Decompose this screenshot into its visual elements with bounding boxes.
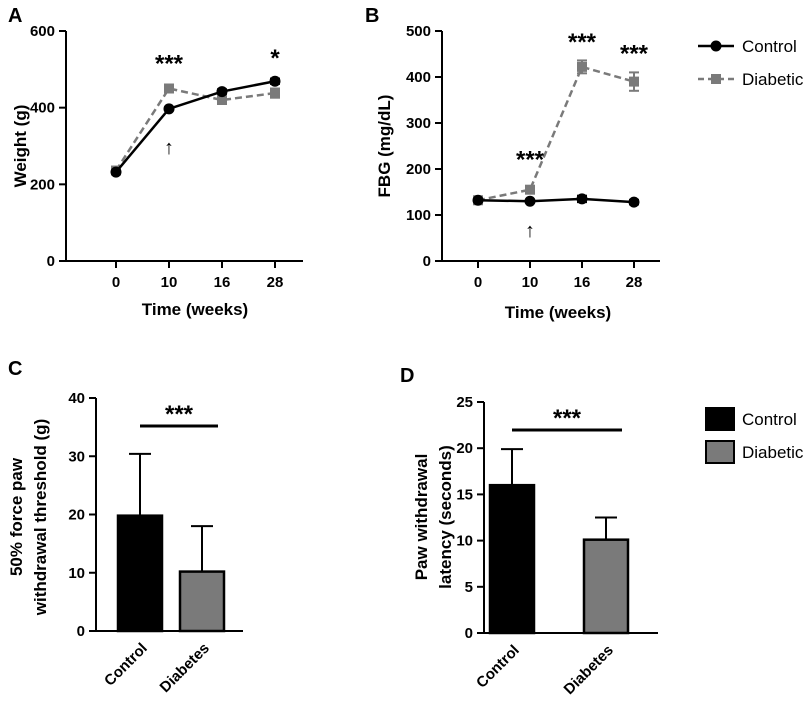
x-tick-label: 0 [474,274,482,291]
significance-marker: * [270,45,280,72]
x-axis-title: Time (weeks) [505,303,611,322]
y-tick-label: 0 [77,623,85,640]
control-data-point [216,86,228,98]
legend-diabetic-bar-label: Diabetic [742,443,804,462]
y-axis-title: Weight (g) [11,105,30,188]
y-axis-title-line: Paw withdrawal [412,454,431,581]
x-tick-label: 10 [161,274,178,291]
x-tick-label: 16 [214,274,231,291]
x-tick-label: 0 [112,274,120,291]
control-data-point [524,195,536,207]
legend-control-marker [710,40,722,52]
legend-diabetic-swatch [705,440,735,464]
control-data-point [576,193,588,205]
y-tick-label: 100 [406,207,431,224]
y-tick-label: 10 [456,533,473,550]
arrow-marker: ↑ [525,220,535,242]
y-tick-label: 25 [456,394,473,411]
legend-diabetic-marker [711,74,721,84]
control-series-line [477,197,635,204]
control-data-point [163,103,175,115]
panel-letter: D [400,365,414,387]
y-tick-label: 5 [465,579,473,596]
significance-marker: *** [516,147,545,174]
panel-weight-chart: A 0 200 400 600 Weight (g) 0 10 16 28 Time (weeks)… [8,5,303,319]
y-tick-label: 500 [406,23,431,40]
legend-control-swatch [705,407,735,431]
panel-threshold-chart: C 0 10 20 30 40 50% force paw withdrawal thresh… [7,358,243,696]
arrow-marker: ↑ [164,137,174,159]
panel-letter: B [365,5,379,27]
y-axis-title-line: withdrawal threshold (g) [31,419,50,616]
diabetic-data-point [164,83,174,94]
control-data-point [110,166,122,178]
y-axis-title-line: 50% force paw [7,457,26,576]
y-tick-label: 10 [68,565,85,582]
significance-marker: *** [568,29,597,56]
legend-diabetic-label: Diabetic [742,70,804,89]
y-axis-title: FBG (mg/dL) [375,95,394,198]
y-tick-label: 20 [68,507,85,524]
x-tick-label: Diabetes [561,642,617,698]
y-tick-label: 40 [68,390,85,407]
control-data-point [269,75,281,87]
y-tick-label: 400 [406,69,431,86]
y-tick-label: 0 [423,253,431,270]
x-tick-label: 28 [626,274,643,291]
control-series-line [115,79,276,173]
control-data-point [628,196,640,208]
legend-control-label: Control [742,37,797,56]
y-tick-label: 0 [465,625,473,642]
diabetes-bar [582,538,630,635]
bar-legend: Control Diabetic [705,407,804,464]
y-tick-label: 600 [30,23,55,40]
y-tick-label: 15 [456,486,473,503]
significance-marker: *** [165,401,194,428]
significance-marker: *** [553,405,582,432]
y-tick-label: 400 [30,100,55,117]
y-tick-label: 30 [68,448,85,465]
line-legend: Control Diabetic [698,37,804,89]
diabetic-data-point [525,184,535,195]
y-axis-title-line: latency (seconds) [436,445,455,589]
control-bar [116,514,164,633]
diabetic-series-line [114,87,276,172]
significance-marker: *** [620,41,649,68]
x-tick-label: Diabetes [157,640,213,696]
diabetic-data-point [217,95,227,105]
panel-fbg-chart: B 0 100 200 300 400 500 FBG (mg/dL) 0 10 16 28 Time … [365,5,660,322]
diabetic-data-point [270,88,280,99]
diabetic-data-point [577,61,587,72]
y-tick-label: 300 [406,115,431,132]
y-tick-label: 200 [30,176,55,193]
x-tick-label: 10 [522,274,539,291]
control-data-point [472,194,484,206]
x-tick-label: 28 [267,274,284,291]
legend-control-bar-label: Control [742,410,797,429]
x-tick-label: Control [101,640,151,690]
diabetes-bar [178,570,226,633]
x-axis-title: Time (weeks) [142,300,248,319]
y-tick-label: 20 [456,440,473,457]
x-tick-label: Control [473,642,523,692]
diabetic-series-line [477,65,635,202]
significance-marker: *** [155,51,184,78]
x-tick-label: 16 [574,274,591,291]
y-tick-label: 200 [406,161,431,178]
diabetic-data-point [629,76,639,87]
panel-letter: A [8,5,22,27]
control-bar [488,483,536,635]
panel-letter: C [8,358,22,380]
panel-latency-chart: D 0 5 10 15 20 25 Paw withdrawal latency (second… [400,365,658,698]
y-tick-label: 0 [47,253,55,270]
